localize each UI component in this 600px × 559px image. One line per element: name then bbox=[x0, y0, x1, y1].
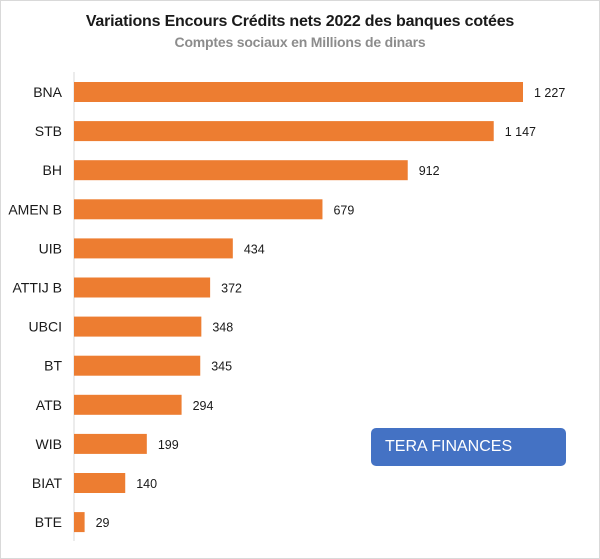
bar-stb bbox=[74, 121, 494, 142]
tera-finances-badge: TERA FINANCES bbox=[371, 428, 566, 466]
bar-biat bbox=[74, 473, 126, 493]
value-label: 348 bbox=[212, 321, 233, 335]
value-label: 29 bbox=[96, 516, 110, 530]
category-label: BIAT bbox=[32, 475, 63, 491]
value-label: 294 bbox=[193, 399, 214, 413]
bar-wib bbox=[74, 433, 147, 454]
category-label: UBCI bbox=[29, 319, 62, 335]
value-label: 679 bbox=[333, 203, 354, 217]
bar-bte bbox=[74, 512, 85, 533]
category-label: ATB bbox=[36, 397, 62, 413]
value-label: 140 bbox=[136, 477, 157, 491]
value-label: 372 bbox=[221, 282, 242, 296]
bar-uib bbox=[74, 238, 233, 259]
bar-amen-b bbox=[74, 199, 323, 220]
category-label: ATTIJ B bbox=[12, 280, 62, 296]
value-label: 345 bbox=[211, 360, 232, 374]
value-label: 199 bbox=[158, 438, 179, 452]
value-label: 1 227 bbox=[534, 86, 565, 100]
category-label: BNA bbox=[33, 84, 62, 100]
chart-subtitle: Comptes sociaux en Millions de dinars bbox=[174, 34, 426, 50]
bar-atb bbox=[74, 394, 182, 415]
category-label: AMEN B bbox=[8, 201, 62, 217]
category-label: WIB bbox=[36, 436, 62, 452]
bar-bna bbox=[74, 82, 523, 102]
category-label: UIB bbox=[39, 240, 62, 256]
chart-title: Variations Encours Crédits nets 2022 des… bbox=[85, 13, 515, 30]
bar-attij-b bbox=[74, 277, 211, 298]
value-label: 912 bbox=[419, 164, 440, 178]
bar-ubci bbox=[74, 316, 202, 337]
value-label: 1 147 bbox=[505, 125, 536, 139]
bar-bt bbox=[74, 355, 201, 376]
category-label: BH bbox=[43, 162, 62, 178]
category-label: BTE bbox=[35, 514, 62, 530]
category-label: BT bbox=[44, 358, 62, 374]
bar-bh bbox=[74, 160, 408, 181]
category-label: STB bbox=[35, 123, 62, 139]
value-label: 434 bbox=[244, 242, 265, 256]
